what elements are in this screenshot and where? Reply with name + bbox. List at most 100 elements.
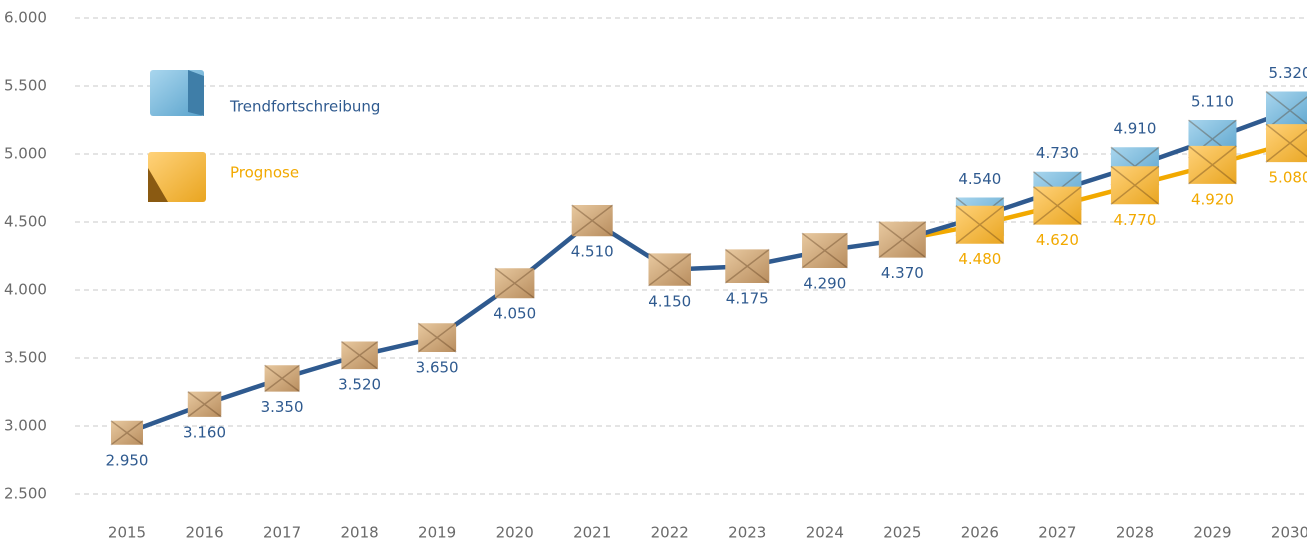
- box-tape: [264, 364, 301, 393]
- x-tick-label: 2023: [728, 524, 766, 542]
- box-face: [571, 205, 613, 237]
- data-label: 4.540: [958, 170, 1001, 188]
- box-tape: [187, 391, 222, 418]
- data-label: 4.730: [1036, 144, 1079, 162]
- x-tick-label: 2025: [883, 524, 921, 542]
- box-face: [418, 323, 457, 352]
- box-face: [1188, 145, 1237, 184]
- x-tick-label: 2017: [263, 524, 301, 542]
- x-tick-label: 2018: [341, 524, 379, 542]
- box-face: [111, 420, 143, 445]
- box-face: [264, 365, 300, 392]
- box-face: [648, 253, 691, 286]
- data-label: 4.175: [726, 290, 769, 308]
- legend-icon: [150, 70, 204, 116]
- data-label: 4.910: [1113, 120, 1156, 138]
- data-label: 4.050: [493, 305, 536, 323]
- box-face: [1033, 186, 1082, 225]
- box-face: [494, 268, 535, 299]
- box-face: [955, 205, 1004, 244]
- x-tick-label: 2027: [1038, 524, 1076, 542]
- box-tape: [955, 205, 1005, 245]
- box-tape: [1265, 123, 1307, 163]
- y-tick-label: 4.000: [4, 281, 47, 299]
- plot: 2.500 3.000 3.500 4.000 4.500 5.000 5.500 6.000…: [4, 9, 1307, 542]
- x-tick-label: 2022: [651, 524, 689, 542]
- box-marker: [110, 420, 144, 446]
- box-tape: [340, 340, 379, 370]
- legend: Trendfortschreibung Prognose: [148, 70, 380, 202]
- box-marker: [187, 391, 222, 418]
- x-tick-label: 2030: [1271, 524, 1307, 542]
- y-tick-label: 2.500: [4, 485, 47, 503]
- y-tick-label: 3.000: [4, 417, 47, 435]
- box-marker: [494, 267, 535, 299]
- box-face: [1266, 91, 1307, 130]
- box-marker: [1032, 186, 1082, 226]
- y-tick-label: 5.500: [4, 77, 47, 95]
- box-marker: [417, 322, 457, 353]
- data-label: 5.110: [1191, 93, 1234, 111]
- box-tape: [1032, 186, 1082, 226]
- data-label: 3.520: [338, 376, 381, 394]
- box-marker: [878, 221, 927, 259]
- box-tape: [1188, 145, 1237, 185]
- x-tick-label: 2021: [573, 524, 611, 542]
- box-marker: [724, 248, 770, 284]
- box-tape: [724, 248, 770, 284]
- box-face: [1266, 124, 1307, 163]
- series-line: [126, 108, 1291, 435]
- box-face: [341, 341, 378, 370]
- x-tick-label: 2015: [108, 524, 146, 542]
- data-label: 4.620: [1036, 231, 1079, 249]
- y-tick-label: 4.500: [4, 213, 47, 231]
- box-marker: [801, 232, 849, 269]
- box-marker: [1188, 145, 1237, 185]
- x-tick-label: 2024: [806, 524, 844, 542]
- legend-label: Trendfortschreibung: [229, 98, 380, 116]
- data-label: 4.370: [881, 264, 924, 282]
- box-face: [802, 233, 848, 268]
- box-tape: [417, 322, 457, 353]
- box-marker: [648, 252, 692, 287]
- data-label: 3.160: [183, 423, 226, 441]
- data-label: 3.350: [261, 398, 304, 416]
- data-label: 4.770: [1113, 211, 1156, 229]
- data-label: 4.920: [1191, 190, 1234, 208]
- box-tape: [1265, 90, 1307, 131]
- box-marker: [1265, 90, 1307, 131]
- data-label: 4.510: [571, 243, 614, 261]
- box-tape: [494, 267, 535, 299]
- box-marker: [571, 204, 614, 237]
- box-face: [1110, 166, 1159, 205]
- box-tape: [110, 420, 144, 446]
- box-marker: [955, 205, 1005, 245]
- x-tick-label: 2026: [961, 524, 999, 542]
- x-tick-label: 2016: [185, 524, 223, 542]
- data-label: 4.150: [648, 292, 691, 310]
- legend-label: Prognose: [230, 164, 299, 182]
- box-face: [187, 391, 222, 417]
- box-face: [725, 249, 770, 283]
- box-marker: [340, 340, 379, 370]
- data-label: 5.080: [1269, 169, 1307, 187]
- box-marker: [1110, 165, 1160, 205]
- box-tape: [1110, 165, 1160, 205]
- data-label: 3.650: [416, 359, 459, 377]
- x-tick-label: 2019: [418, 524, 456, 542]
- y-tick-label: 6.000: [4, 9, 47, 27]
- x-tick-label: 2029: [1193, 524, 1231, 542]
- x-tick-label: 2020: [496, 524, 534, 542]
- data-label: 2.950: [106, 451, 149, 469]
- y-tick-label: 3.500: [4, 349, 47, 367]
- data-label: 5.320: [1269, 64, 1307, 82]
- y-tick-label: 5.000: [4, 145, 47, 163]
- box-marker: [1265, 123, 1307, 163]
- box-tape: [648, 252, 692, 287]
- box-tape: [878, 221, 927, 259]
- box-tape: [801, 232, 849, 269]
- legend-icon: [148, 152, 206, 202]
- box-marker: [264, 364, 301, 393]
- data-label: 4.290: [803, 274, 846, 292]
